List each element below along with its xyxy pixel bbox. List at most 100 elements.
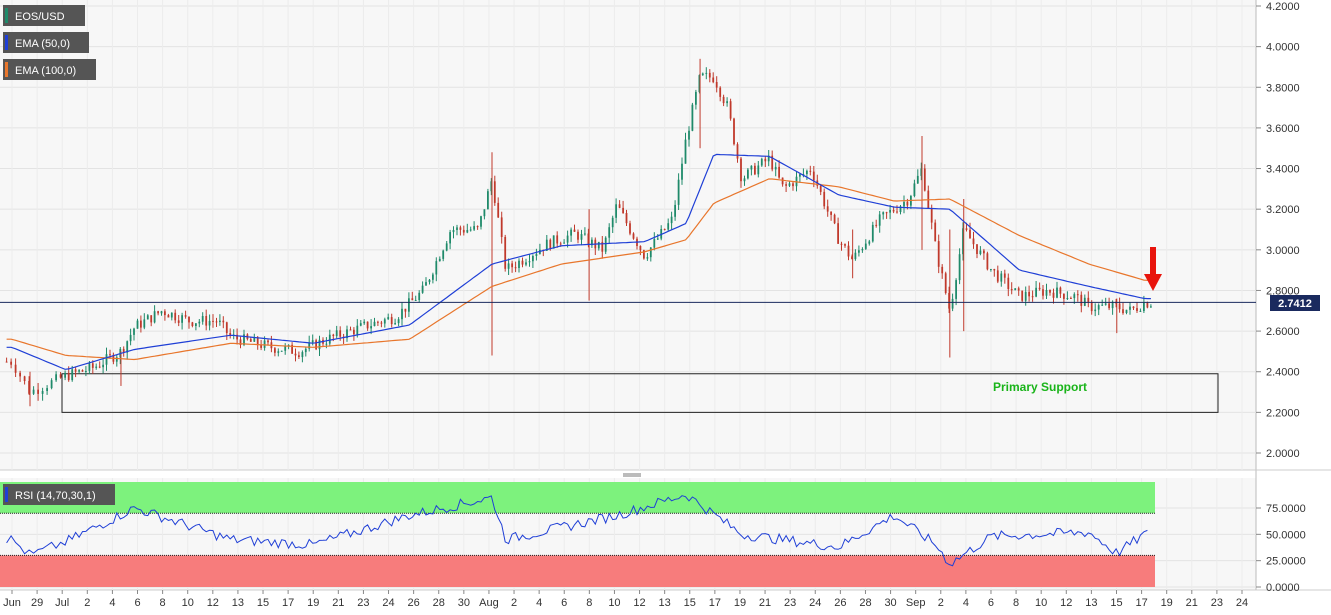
candle-body [1073, 294, 1076, 299]
legend-ema100[interactable]: EMA (100,0) [3, 59, 96, 80]
candle-body [625, 213, 628, 224]
candle-body [304, 348, 307, 353]
time-tick-label: 12 [633, 597, 645, 609]
candle-body [50, 380, 53, 389]
candle-body [993, 269, 996, 271]
candle-body [184, 315, 187, 317]
candle-body [757, 165, 760, 175]
candle-body [871, 224, 874, 242]
candle-body [1129, 306, 1131, 310]
candle-body [958, 254, 961, 281]
time-tick-label: 6 [561, 597, 567, 609]
candle-body [332, 334, 335, 336]
candle-body [500, 217, 503, 237]
legend-symbol[interactable]: EOS/USD [3, 5, 85, 26]
candle-body [649, 247, 652, 258]
candle-body [55, 374, 57, 381]
candle-body [708, 72, 711, 78]
price-tick-label: 2.6000 [1266, 326, 1300, 338]
candle-body [591, 239, 593, 246]
price-axis-labels: 4.2000 4.0000 3.8000 3.6000 3.4000 3.2000 3.00… [1256, 1, 1300, 460]
candle-body [219, 320, 221, 322]
panel-resize-handle[interactable] [621, 472, 643, 478]
candle-body [854, 252, 857, 260]
time-tick-label: Sep [906, 597, 926, 609]
candle-body [1014, 288, 1017, 291]
candle-body [750, 165, 753, 170]
candle-body [990, 269, 992, 270]
price-tick-label: 2.8000 [1266, 285, 1300, 297]
candle-body [456, 227, 458, 230]
candle-body [442, 250, 445, 259]
candle-body [19, 372, 21, 377]
candle-body [215, 321, 218, 323]
legend-ema50[interactable]: EMA (50,0) [3, 32, 89, 53]
candle-body [1042, 289, 1044, 296]
candle-body [792, 183, 794, 187]
candle-body [315, 340, 317, 350]
candle-body [611, 217, 614, 228]
price-tick-label: 3.2000 [1266, 204, 1300, 216]
time-tick-label: 15 [684, 597, 696, 609]
candle-body [59, 374, 62, 378]
candle-body [256, 337, 259, 346]
candle-body [639, 246, 642, 251]
time-tick-label: 17 [282, 597, 294, 609]
candle-body [556, 235, 559, 244]
candle-body [983, 250, 985, 254]
candle-body [1028, 291, 1030, 297]
candle-body [425, 282, 427, 286]
candle-body [972, 238, 975, 245]
time-tick-label: 17 [1135, 597, 1147, 609]
candlestick-series [5, 58, 1152, 407]
candle-body [373, 321, 376, 327]
candle-body [632, 233, 635, 239]
candle-body [191, 322, 194, 326]
time-tick-label: 6 [988, 597, 994, 609]
candle-body [280, 350, 283, 352]
candle-body [1132, 306, 1135, 309]
candle-body [809, 170, 812, 172]
candle-body [140, 320, 142, 328]
candle-body [979, 250, 982, 254]
candle-body [535, 253, 538, 256]
candle-body [1104, 303, 1107, 305]
candle-body [5, 361, 8, 363]
candle-body [837, 223, 839, 244]
candle-body [955, 280, 957, 299]
legend-ema50-label: EMA (50,0) [15, 38, 70, 50]
candle-body [1063, 293, 1065, 299]
time-tick-label: 13 [659, 597, 671, 609]
candle-body [754, 165, 756, 175]
down-arrow-icon [1144, 247, 1162, 291]
candle-body [28, 381, 30, 394]
candle-body [428, 279, 431, 283]
candle-body [622, 207, 624, 213]
candle-body [1059, 287, 1062, 294]
candle-body [71, 369, 74, 381]
candle-body [383, 319, 386, 324]
candle-body [153, 311, 156, 323]
time-tick-label: 23 [784, 597, 796, 609]
rsi-tick-label: 0.0000 [1266, 582, 1300, 594]
candle-body [449, 232, 451, 244]
time-tick-label: 21 [332, 597, 344, 609]
time-tick-label: 8 [1013, 597, 1019, 609]
candle-body [719, 87, 722, 97]
candle-body [747, 169, 749, 179]
primary-support-zone[interactable] [61, 373, 1219, 413]
candle-body [906, 201, 909, 206]
time-tick-label: 8 [160, 597, 166, 609]
candle-body [432, 274, 434, 280]
candle-body [328, 334, 331, 344]
candle-body [830, 211, 832, 215]
legend-rsi[interactable]: RSI (14,70,30,1) [3, 484, 115, 505]
candle-body [653, 239, 656, 248]
candle-body [667, 223, 670, 230]
candle-body [91, 363, 94, 368]
candle-body [840, 243, 843, 245]
candle-body [46, 388, 48, 391]
candle-body [1111, 301, 1114, 309]
candle-body [363, 321, 366, 324]
candle-body [294, 353, 297, 356]
